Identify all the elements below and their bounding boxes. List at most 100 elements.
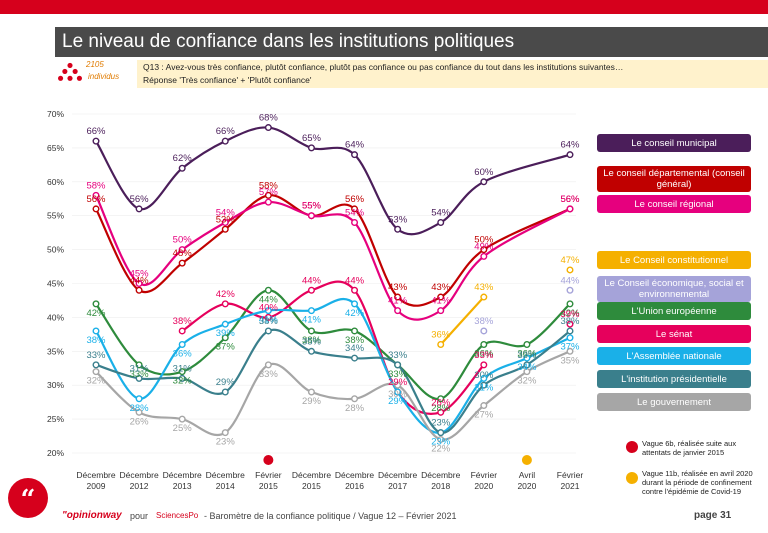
data-label: 42% — [86, 308, 106, 319]
data-point — [394, 293, 402, 301]
data-point — [437, 435, 445, 443]
data-point — [351, 286, 359, 294]
data-label: 44% — [259, 294, 279, 305]
data-label: 30% — [474, 370, 494, 381]
data-point — [307, 212, 315, 220]
data-label: 68% — [259, 113, 279, 124]
footer-pour: pour — [130, 511, 149, 521]
y-tick-label: 50% — [47, 245, 64, 255]
data-label: 33% — [517, 350, 537, 361]
x-tick-label: Décembre — [292, 470, 331, 480]
data-label: 54% — [216, 207, 236, 218]
data-label: 32% — [517, 376, 537, 387]
top-red-bar — [0, 0, 768, 14]
data-label: 30% — [388, 389, 408, 400]
data-label: 29% — [388, 377, 408, 388]
y-tick-label: 55% — [47, 211, 64, 221]
x-tick-label: 2015 — [259, 481, 278, 491]
x-tick-label: Décembre — [378, 470, 417, 480]
data-label: 58% — [259, 180, 279, 191]
data-label: 33% — [474, 350, 494, 361]
data-label: 34% — [345, 343, 365, 354]
data-label: 55% — [302, 201, 322, 212]
data-point — [437, 293, 445, 301]
data-label: 65% — [302, 133, 322, 144]
x-tick-label: 2020 — [517, 481, 536, 491]
data-point — [135, 286, 143, 294]
data-point — [178, 368, 186, 376]
x-tick-label: Décembre — [163, 470, 202, 480]
data-point — [135, 361, 143, 369]
data-label: 38% — [474, 316, 494, 327]
data-point — [221, 320, 229, 328]
data-label: 28% — [431, 403, 451, 414]
data-label: 23% — [216, 437, 236, 448]
series-line — [439, 296, 485, 346]
data-point — [566, 347, 574, 355]
data-label: 40% — [259, 302, 279, 313]
question-box — [137, 60, 768, 88]
data-label: 44% — [345, 275, 365, 286]
data-point — [221, 218, 229, 226]
data-point — [351, 205, 359, 213]
data-label: 58% — [86, 180, 106, 191]
wave-marker-icon — [263, 455, 274, 465]
data-point — [264, 313, 272, 321]
data-label: 56% — [130, 194, 150, 205]
data-label: 38% — [302, 335, 322, 346]
data-label: 36% — [431, 330, 451, 341]
note-2-icon — [626, 472, 638, 484]
data-point — [523, 368, 531, 376]
data-point — [480, 178, 488, 186]
data-point — [351, 395, 359, 403]
data-label: 41% — [431, 296, 451, 307]
data-label: 41% — [388, 296, 408, 307]
legend-item: Le Conseil économique, social et environ… — [597, 276, 751, 302]
data-label: 26% — [431, 397, 451, 408]
data-point — [480, 327, 488, 335]
data-label: 29% — [388, 396, 408, 407]
series-line — [95, 194, 571, 307]
legend-item: L'Union européenne — [597, 302, 751, 320]
data-point — [178, 259, 186, 267]
data-point — [221, 137, 229, 145]
data-label: 34% — [517, 362, 537, 373]
people-icon — [58, 62, 82, 81]
data-label: 31% — [474, 382, 494, 393]
data-label: 28% — [130, 403, 150, 414]
note-2: Vague 11b, réalisée en avril 2020 durant… — [642, 469, 753, 496]
data-label: 23% — [431, 418, 451, 429]
data-label: 33% — [388, 369, 408, 380]
data-point — [437, 429, 445, 437]
data-point — [92, 191, 100, 199]
data-point — [566, 266, 574, 274]
y-tick-label: 35% — [47, 346, 64, 356]
data-label: 38% — [560, 316, 580, 327]
x-tick-label: Décembre — [335, 470, 374, 480]
data-point — [480, 381, 488, 389]
x-tick-label: 2015 — [302, 481, 321, 491]
data-point — [437, 218, 445, 226]
data-point — [523, 341, 531, 349]
data-point — [394, 307, 402, 315]
data-point — [307, 144, 315, 152]
title-bar — [55, 27, 768, 57]
data-label: 33% — [130, 369, 150, 380]
data-point — [566, 320, 574, 328]
data-point — [135, 374, 143, 382]
data-label: 41% — [259, 315, 279, 326]
data-point — [480, 246, 488, 254]
data-label: 31% — [130, 363, 150, 374]
data-label: 66% — [86, 126, 106, 137]
data-point — [566, 327, 574, 335]
data-point — [566, 286, 574, 294]
data-point — [523, 354, 531, 362]
data-label: 47% — [560, 255, 580, 266]
data-label: 35% — [560, 355, 580, 366]
data-label: 38% — [259, 316, 279, 327]
data-label: 64% — [345, 140, 365, 151]
data-point — [135, 205, 143, 213]
note-1: Vague 6b, réalisée suite aux attentats d… — [642, 439, 737, 457]
data-label: 29% — [216, 377, 236, 388]
data-label: 41% — [302, 315, 322, 326]
